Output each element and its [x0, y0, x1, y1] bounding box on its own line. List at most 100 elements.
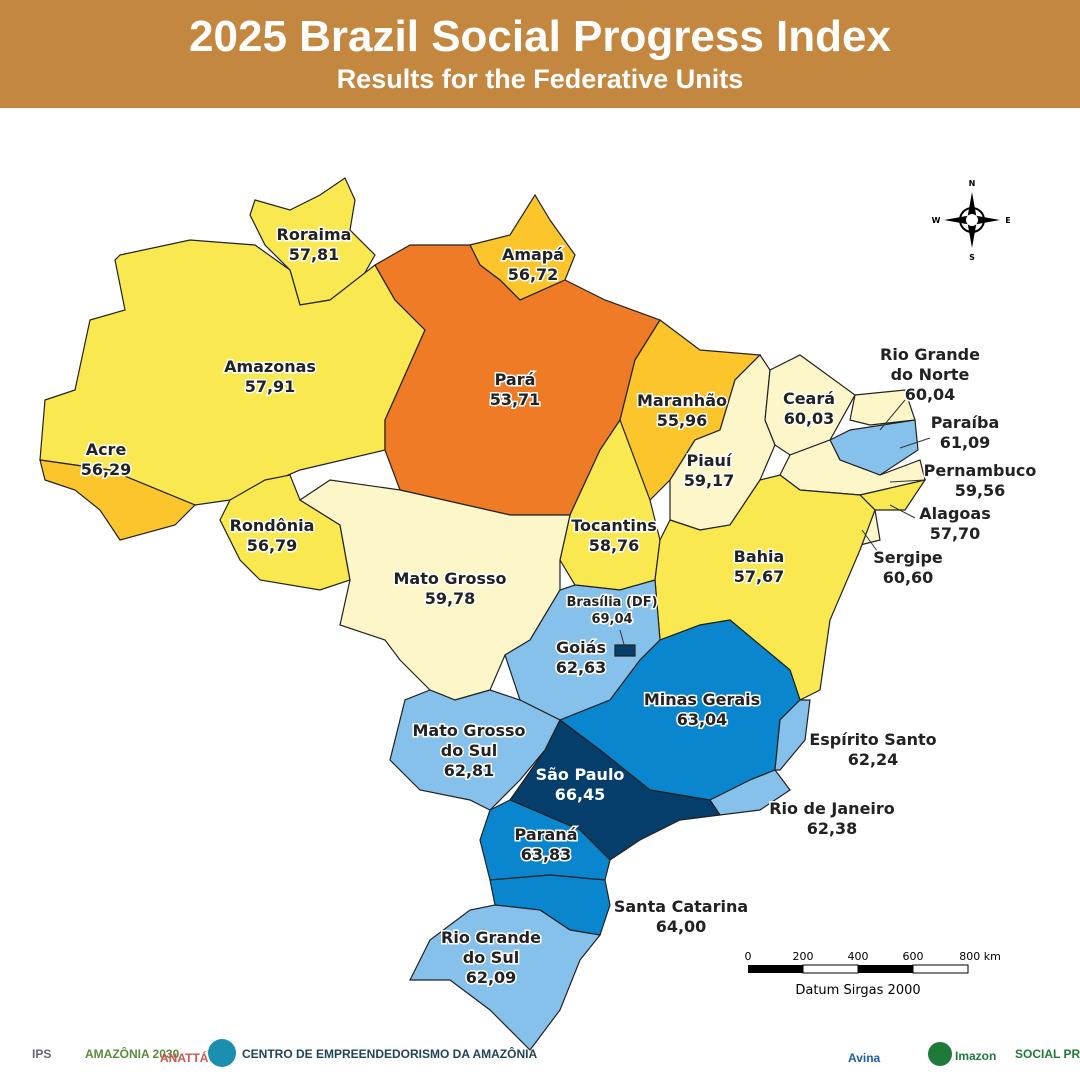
state-shapes	[39, 177, 927, 1051]
state-name: Rio de Janeiro	[769, 799, 895, 818]
state-name: Sergipe	[873, 548, 943, 567]
logo-spi: SOCIAL PROGRESS IMPERATIVE	[1015, 1047, 1080, 1061]
state-name: Espírito Santo	[809, 730, 936, 749]
state-shape	[39, 459, 197, 541]
state-name: Rio Grande	[441, 928, 541, 947]
state-name: Amazonas	[224, 357, 316, 376]
state-name: Paraíba	[931, 413, 1000, 432]
logo-centro: CENTRO DE EMPREENDEDORISMO DA AMAZÔNIA	[242, 1046, 537, 1061]
state-name: do Sul	[463, 948, 519, 967]
state-score: 62,38	[807, 819, 858, 838]
state-score: 60,04	[905, 385, 956, 404]
state-name: Pernambuco	[924, 461, 1037, 480]
scale-segment	[802, 964, 859, 974]
state-score: 59,17	[684, 471, 735, 490]
state-shape	[298, 479, 571, 701]
state-score: 62,24	[848, 750, 899, 769]
state-score: 56,72	[508, 265, 559, 284]
state-score: 61,09	[940, 433, 991, 452]
logo-anatta: ANATTÁ	[160, 1050, 209, 1065]
scale-label: 600	[903, 950, 924, 963]
scale-labels: 0 200 400 600 800 km	[745, 950, 1001, 963]
state-score: 60,03	[784, 409, 835, 428]
state-name: Goiás	[556, 638, 606, 657]
header: 2025 Brazil Social Progress Index Result…	[0, 0, 1080, 108]
scale-label: 200	[793, 950, 814, 963]
compass: N S W E	[932, 179, 1011, 262]
scale-segment	[912, 964, 969, 974]
logo-imazon: Imazon	[955, 1049, 996, 1063]
state-score: 62,63	[556, 658, 607, 677]
state-score: 62,81	[444, 761, 495, 780]
logo-avina: Avina	[848, 1051, 881, 1065]
leader-line	[619, 629, 626, 649]
state-shape	[774, 699, 811, 771]
state-name: Alagoas	[919, 504, 990, 523]
state-name: do Norte	[891, 365, 970, 384]
scale-label: 800 km	[959, 950, 1001, 963]
state-shape	[614, 644, 636, 657]
state-name: Bahia	[734, 547, 785, 566]
logos: IPS AMAZÔNIA 2030 ANATTÁ CENTRO DE EMPRE…	[32, 1039, 1080, 1067]
logo-icon	[928, 1042, 952, 1066]
state-score: 56,29	[81, 460, 132, 479]
state-name: Maranhão	[637, 391, 727, 410]
state-name: Paraná	[515, 825, 578, 844]
state-shape	[389, 689, 561, 811]
state-name: Rio Grande	[880, 345, 980, 364]
state-score: 64,00	[656, 917, 707, 936]
state-name: Mato Grosso	[394, 569, 507, 588]
compass-n: N	[969, 179, 976, 188]
state-shape	[409, 904, 602, 1051]
state-name: Pará	[495, 370, 536, 389]
datum: Datum Sirgas 2000	[795, 983, 920, 998]
state-name: Minas Gerais	[644, 690, 760, 709]
state-score: 66,45	[555, 785, 606, 804]
logo-ips: IPS	[32, 1047, 51, 1061]
state-score: 62,09	[466, 968, 517, 987]
leader-line	[889, 504, 916, 519]
state-name: Santa Catarina	[614, 897, 748, 916]
scale-label: 0	[745, 950, 752, 963]
state-name: Mato Grosso	[413, 721, 526, 740]
leader-lines	[619, 399, 931, 649]
state-score: 63,83	[521, 845, 572, 864]
state-name: do Sul	[441, 741, 497, 760]
state-name: Tocantins	[571, 516, 657, 535]
scale-segment	[858, 965, 913, 973]
logo-amazonia: AMAZÔNIA 2030	[85, 1046, 180, 1061]
state-score: 69,04	[591, 612, 632, 627]
state-name: Rondônia	[230, 516, 315, 535]
title: 2025 Brazil Social Progress Index	[189, 12, 891, 61]
leader-line	[879, 399, 906, 431]
compass-e: E	[1005, 216, 1010, 225]
leader-line	[861, 529, 881, 556]
state-score: 57,70	[930, 524, 981, 543]
state-shape	[39, 239, 426, 506]
state-score: 57,81	[289, 245, 340, 264]
logo-icon	[208, 1039, 236, 1067]
state-score: 57,91	[245, 377, 296, 396]
state-score: 57,67	[734, 567, 785, 586]
state-score: 63,04	[677, 710, 728, 729]
compass-w: W	[932, 216, 941, 225]
state-name: Amapá	[502, 245, 564, 264]
state-name: Ceará	[783, 389, 835, 408]
state-score: 55,96	[657, 411, 708, 430]
scale-label: 400	[848, 950, 869, 963]
leader-line	[899, 437, 931, 449]
compass-s: S	[969, 253, 975, 262]
state-name: Roraima	[277, 225, 352, 244]
state-name: Brasília (DF)	[566, 595, 657, 610]
state-name: Acre	[86, 440, 127, 459]
scale-bar: 0 200 400 600 800 km Datum Sirgas 2000	[745, 950, 1001, 998]
leader-line	[889, 479, 926, 483]
state-score: 60,60	[883, 568, 934, 587]
state-name: Piauí	[687, 451, 733, 470]
state-shape	[509, 719, 722, 861]
state-score: 59,56	[955, 481, 1006, 500]
state-score: 58,76	[589, 536, 640, 555]
